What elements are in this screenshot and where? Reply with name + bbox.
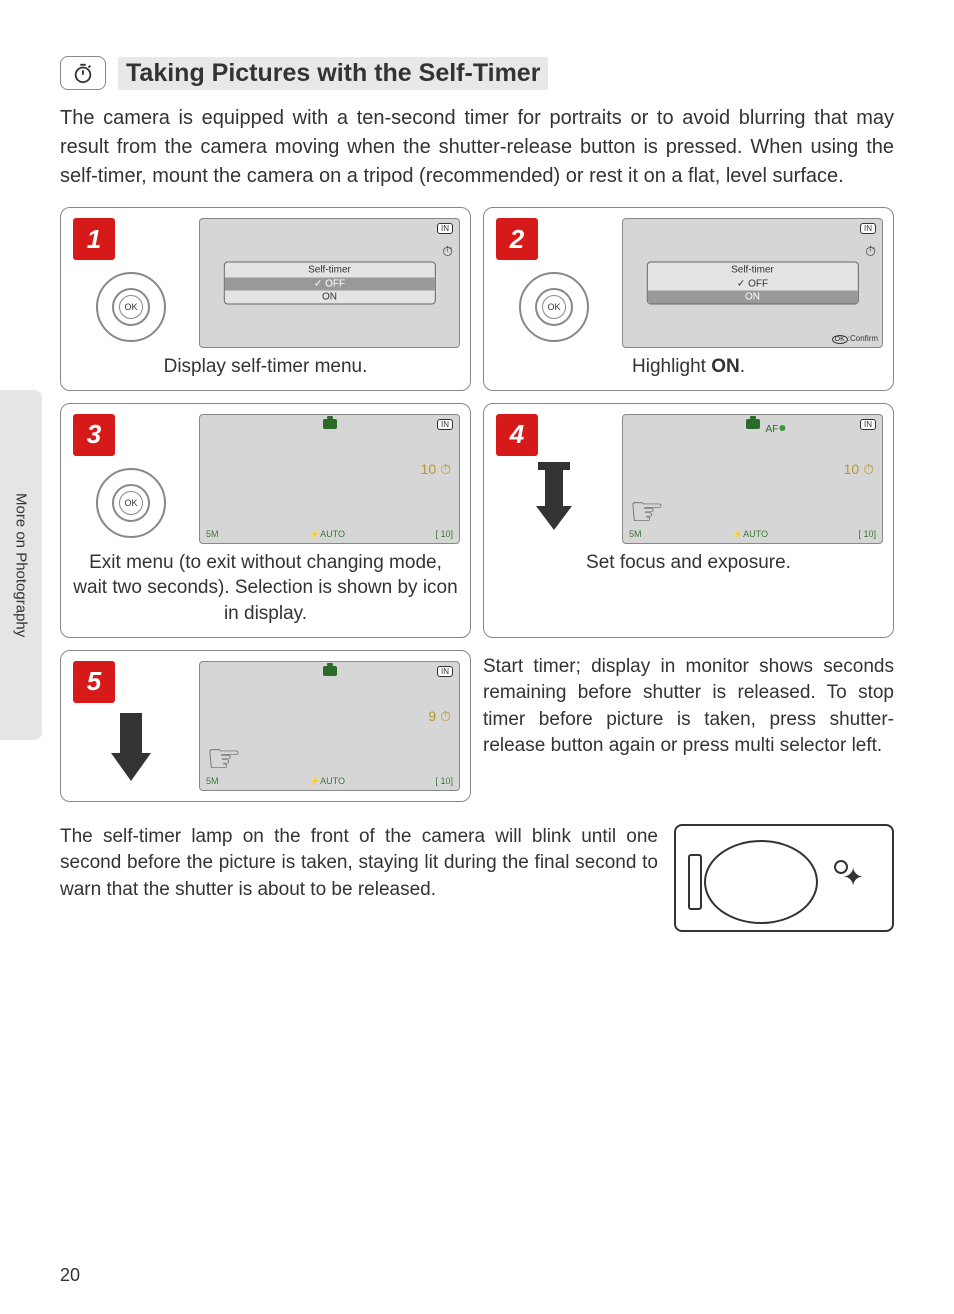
step-number: 3 bbox=[73, 414, 115, 456]
status-bar: 5M ⚡AUTO [ 10] bbox=[629, 529, 876, 540]
title-row: Taking Pictures with the Self-Timer bbox=[60, 56, 894, 90]
timer-icon: ⏱ bbox=[865, 243, 876, 260]
side-tab: More on Photography bbox=[0, 390, 42, 740]
step-caption: Display self-timer menu. bbox=[71, 354, 460, 380]
step-number: 1 bbox=[73, 218, 115, 260]
step-5: 5 IN 9 ⏱ ☞ 5M ⚡AUTO [ 10] bbox=[60, 650, 471, 802]
shots-left: [ 10] bbox=[858, 529, 876, 540]
flash-mode: ⚡AUTO bbox=[732, 529, 768, 540]
step-5-row: 5 IN 9 ⏱ ☞ 5M ⚡AUTO [ 10] Start timer; d… bbox=[60, 650, 894, 802]
menu-item-on: ON bbox=[647, 291, 857, 304]
menu-item-off: ✓ OFF bbox=[224, 278, 434, 291]
step-number: 2 bbox=[496, 218, 538, 260]
page-number: 20 bbox=[60, 1265, 80, 1286]
step-5-caption: Start timer; display in monitor shows se… bbox=[483, 650, 894, 802]
step-2: 2 IN Self-timer ✓ OFF ON ⏱ OK:Confirm Hi… bbox=[483, 207, 894, 391]
footer-paragraph: The self-timer lamp on the front of the … bbox=[60, 824, 658, 904]
camera-icon bbox=[323, 666, 337, 676]
steps-grid: 1 IN Self-timer ✓ OFF ON ⏱ Display self-… bbox=[60, 207, 894, 638]
in-icon: IN bbox=[437, 666, 453, 677]
menu-item-off: ✓ OFF bbox=[647, 278, 857, 291]
page-title: Taking Pictures with the Self-Timer bbox=[118, 57, 548, 90]
step-4: 4 IN AF● 10 ⏱ ☞ 5M ⚡AUTO [ 10] Set focus… bbox=[483, 403, 894, 638]
self-timer-lamp-diagram: ✦ bbox=[674, 824, 894, 932]
shots-left: [ 10] bbox=[435, 776, 453, 787]
countdown-value: 10 ⏱ bbox=[421, 461, 451, 478]
in-icon: IN bbox=[860, 223, 876, 234]
step-caption: Highlight ON. bbox=[494, 354, 883, 380]
flash-mode: ⚡AUTO bbox=[309, 776, 345, 787]
size-badge: 5M bbox=[206, 529, 219, 540]
intro-paragraph: The camera is equipped with a ten-second… bbox=[60, 104, 894, 191]
menu-title: Self-timer bbox=[647, 263, 857, 278]
size-badge: 5M bbox=[206, 776, 219, 787]
self-timer-menu: Self-timer ✓ OFF ON bbox=[223, 262, 435, 305]
lcd-screen: IN Self-timer ✓ OFF ON ⏱ OK:Confirm bbox=[622, 218, 883, 348]
side-tab-label: More on Photography bbox=[13, 493, 30, 637]
step-number: 5 bbox=[73, 661, 115, 703]
step-1: 1 IN Self-timer ✓ OFF ON ⏱ Display self-… bbox=[60, 207, 471, 391]
step-caption: Set focus and exposure. bbox=[494, 550, 883, 576]
camera-icon bbox=[323, 419, 337, 429]
shots-left: [ 10] bbox=[435, 529, 453, 540]
lcd-screen: IN 9 ⏱ ☞ 5M ⚡AUTO [ 10] bbox=[199, 661, 460, 791]
flash-mode: ⚡AUTO bbox=[309, 529, 345, 540]
countdown-value: 10 ⏱ bbox=[844, 461, 874, 478]
footer-row: The self-timer lamp on the front of the … bbox=[60, 824, 894, 932]
self-timer-menu: Self-timer ✓ OFF ON bbox=[646, 262, 858, 305]
flash-star-icon: ✦ bbox=[842, 864, 864, 890]
lcd-screen: IN AF● 10 ⏱ ☞ 5M ⚡AUTO [ 10] bbox=[622, 414, 883, 544]
countdown-value: 9 ⏱ bbox=[428, 708, 451, 725]
self-timer-icon bbox=[60, 56, 106, 90]
in-icon: IN bbox=[860, 419, 876, 430]
menu-item-on: ON bbox=[224, 291, 434, 304]
status-bar: 5M ⚡AUTO [ 10] bbox=[206, 529, 453, 540]
confirm-hint: OK:Confirm bbox=[832, 334, 878, 343]
step-number: 4 bbox=[496, 414, 538, 456]
camera-icon bbox=[746, 419, 760, 429]
timer-icon: ⏱ bbox=[442, 243, 453, 260]
menu-title: Self-timer bbox=[224, 263, 434, 278]
step-caption: Exit menu (to exit without changing mode… bbox=[71, 550, 460, 627]
lcd-screen: IN 10 ⏱ 5M ⚡AUTO [ 10] bbox=[199, 414, 460, 544]
in-icon: IN bbox=[437, 223, 453, 234]
af-indicator: AF● bbox=[765, 419, 786, 435]
size-badge: 5M bbox=[629, 529, 642, 540]
in-icon: IN bbox=[437, 419, 453, 430]
step-3: 3 IN 10 ⏱ 5M ⚡AUTO [ 10] Exit menu (to e… bbox=[60, 403, 471, 638]
status-bar: 5M ⚡AUTO [ 10] bbox=[206, 776, 453, 787]
lcd-screen: IN Self-timer ✓ OFF ON ⏱ bbox=[199, 218, 460, 348]
